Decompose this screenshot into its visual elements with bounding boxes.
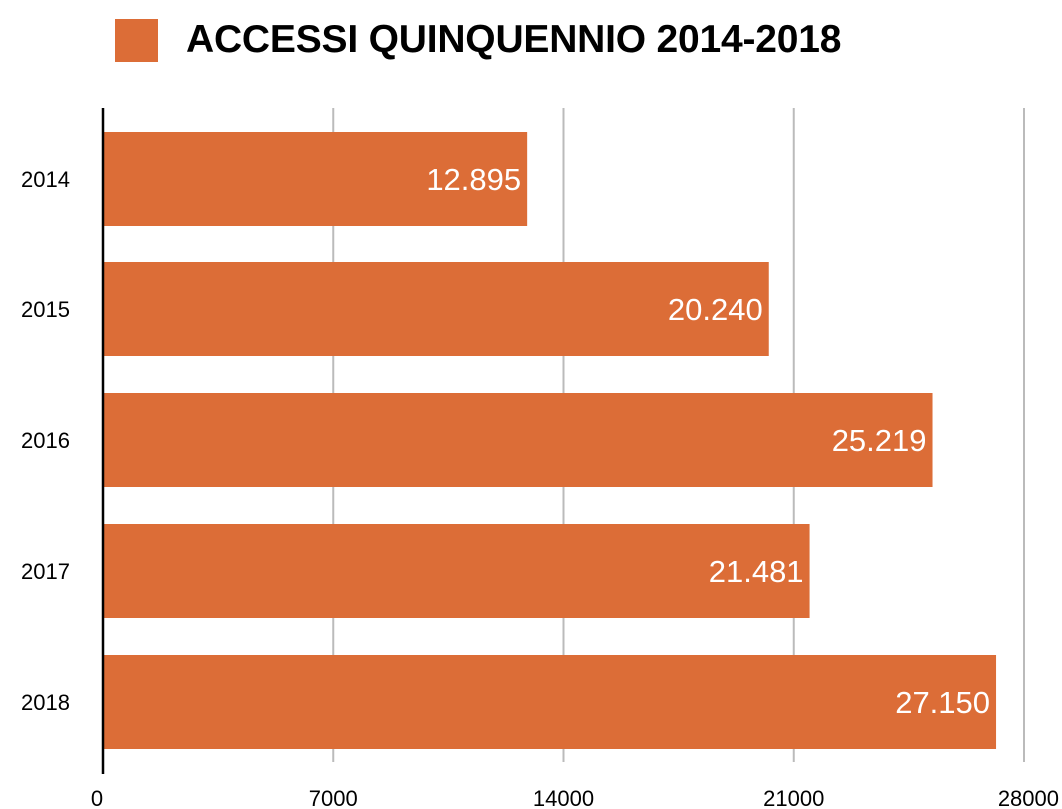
x-tick-label-28000: 28000 — [998, 786, 1059, 809]
data-label-2015: 20.240 — [668, 292, 763, 327]
x-tick-labels: 0 7000 14000 21000 28000 — [91, 786, 1059, 809]
bar-2018 — [103, 655, 997, 749]
category-label-2016: 2016 — [21, 428, 70, 453]
x-tick-label-0: 0 — [91, 786, 103, 809]
category-label-2017: 2017 — [21, 559, 70, 584]
x-tick-label-21000: 21000 — [763, 786, 824, 809]
x-tick-label-7000: 7000 — [309, 786, 358, 809]
category-label-2014: 2014 — [21, 167, 70, 192]
legend-label: ACCESSI QUINQUENNIO 2014-2018 — [186, 18, 842, 61]
bar-2014 — [103, 132, 528, 226]
x-tick-label-14000: 14000 — [533, 786, 594, 809]
bar-2016 — [103, 393, 933, 487]
data-label-2018: 27.150 — [895, 685, 990, 720]
data-label-2016: 25.219 — [832, 423, 927, 458]
bars — [103, 132, 997, 749]
data-labels: 12.895 20.240 25.219 21.481 27.150 — [426, 162, 990, 720]
data-label-2014: 12.895 — [426, 162, 521, 197]
category-label-2015: 2015 — [21, 297, 70, 322]
legend-swatch — [115, 18, 158, 62]
bar-2015 — [103, 262, 769, 356]
category-label-2018: 2018 — [21, 690, 70, 715]
legend: ACCESSI QUINQUENNIO 2014-2018 — [115, 14, 841, 66]
category-labels: 2014 2015 2016 2017 2018 — [21, 167, 70, 715]
bar-2017 — [103, 524, 810, 618]
data-label-2017: 21.481 — [709, 554, 804, 589]
